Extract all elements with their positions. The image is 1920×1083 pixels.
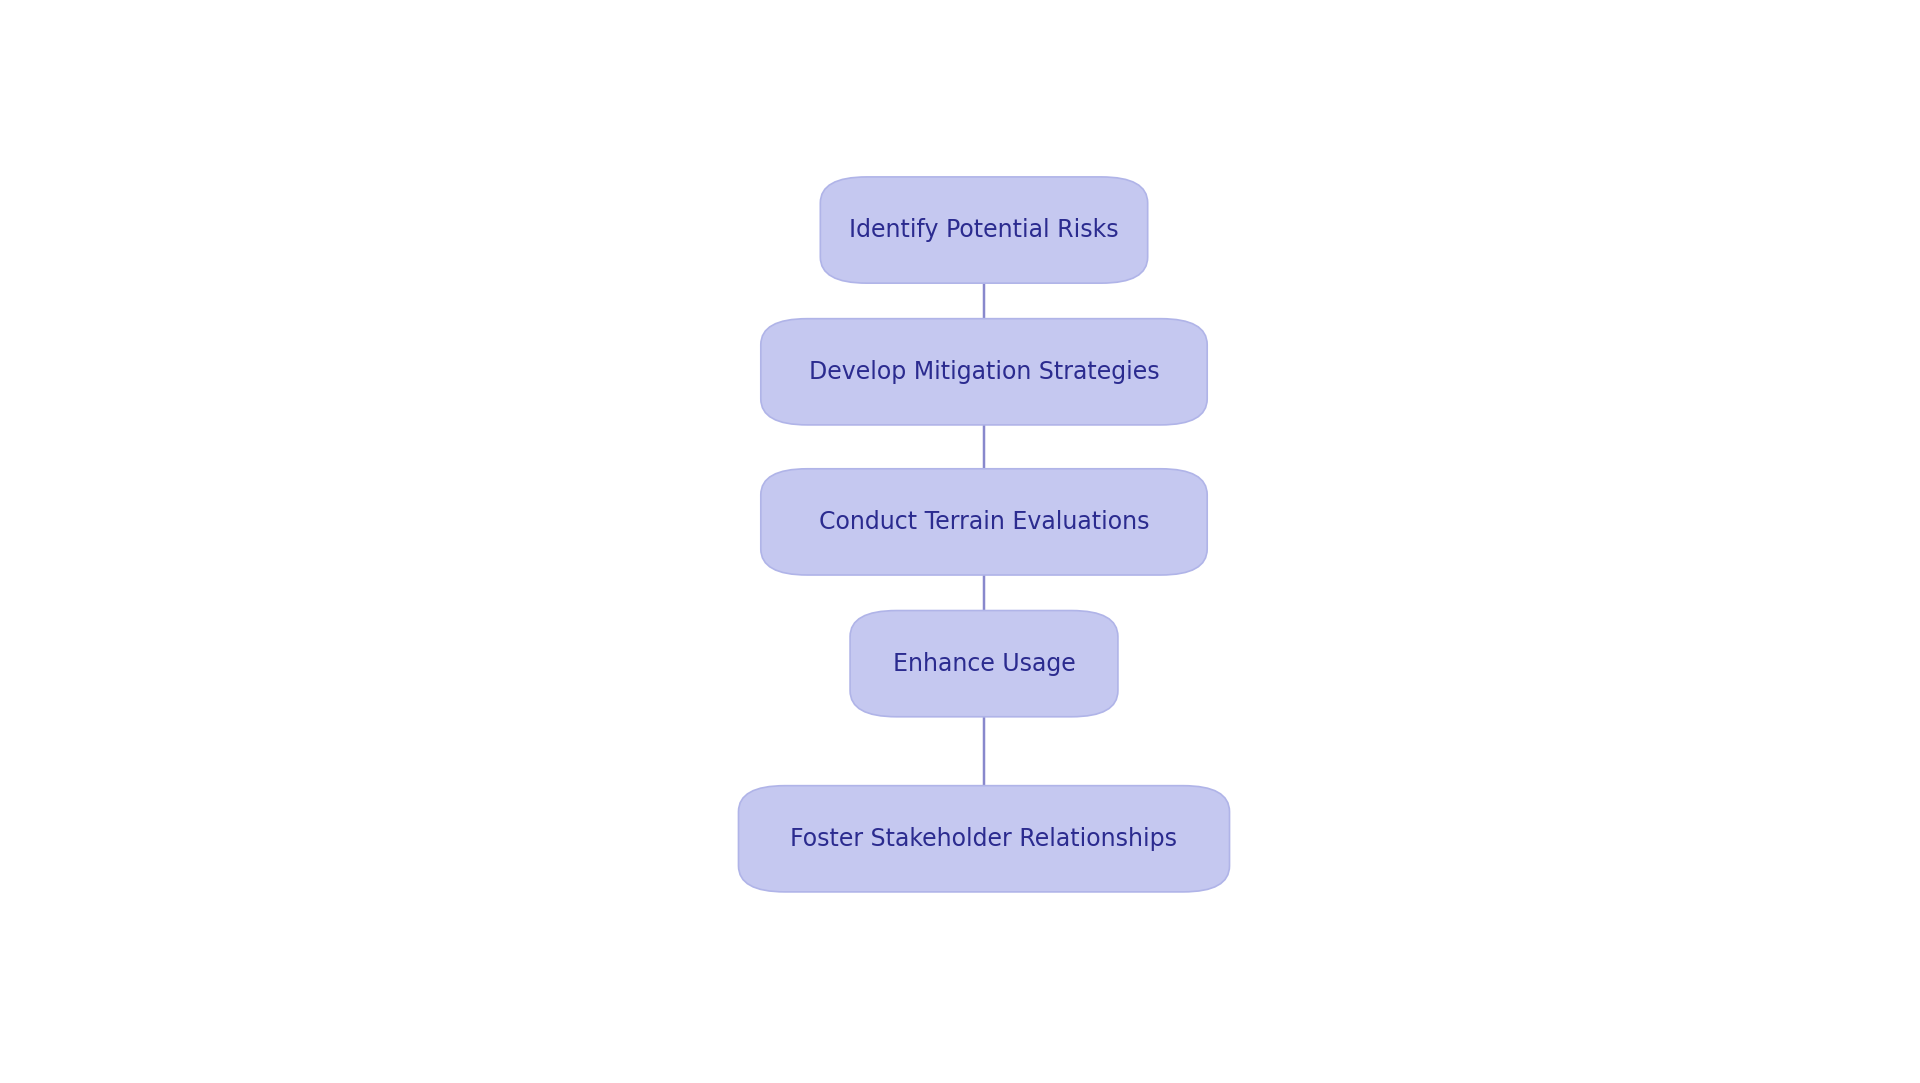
FancyBboxPatch shape <box>851 611 1117 717</box>
FancyBboxPatch shape <box>760 469 1208 575</box>
Text: Identify Potential Risks: Identify Potential Risks <box>849 218 1119 242</box>
FancyBboxPatch shape <box>760 318 1208 425</box>
Text: Conduct Terrain Evaluations: Conduct Terrain Evaluations <box>818 510 1150 534</box>
FancyBboxPatch shape <box>739 785 1229 892</box>
Text: Enhance Usage: Enhance Usage <box>893 652 1075 676</box>
Text: Develop Mitigation Strategies: Develop Mitigation Strategies <box>808 360 1160 383</box>
FancyBboxPatch shape <box>820 177 1148 283</box>
Text: Foster Stakeholder Relationships: Foster Stakeholder Relationships <box>791 826 1177 851</box>
